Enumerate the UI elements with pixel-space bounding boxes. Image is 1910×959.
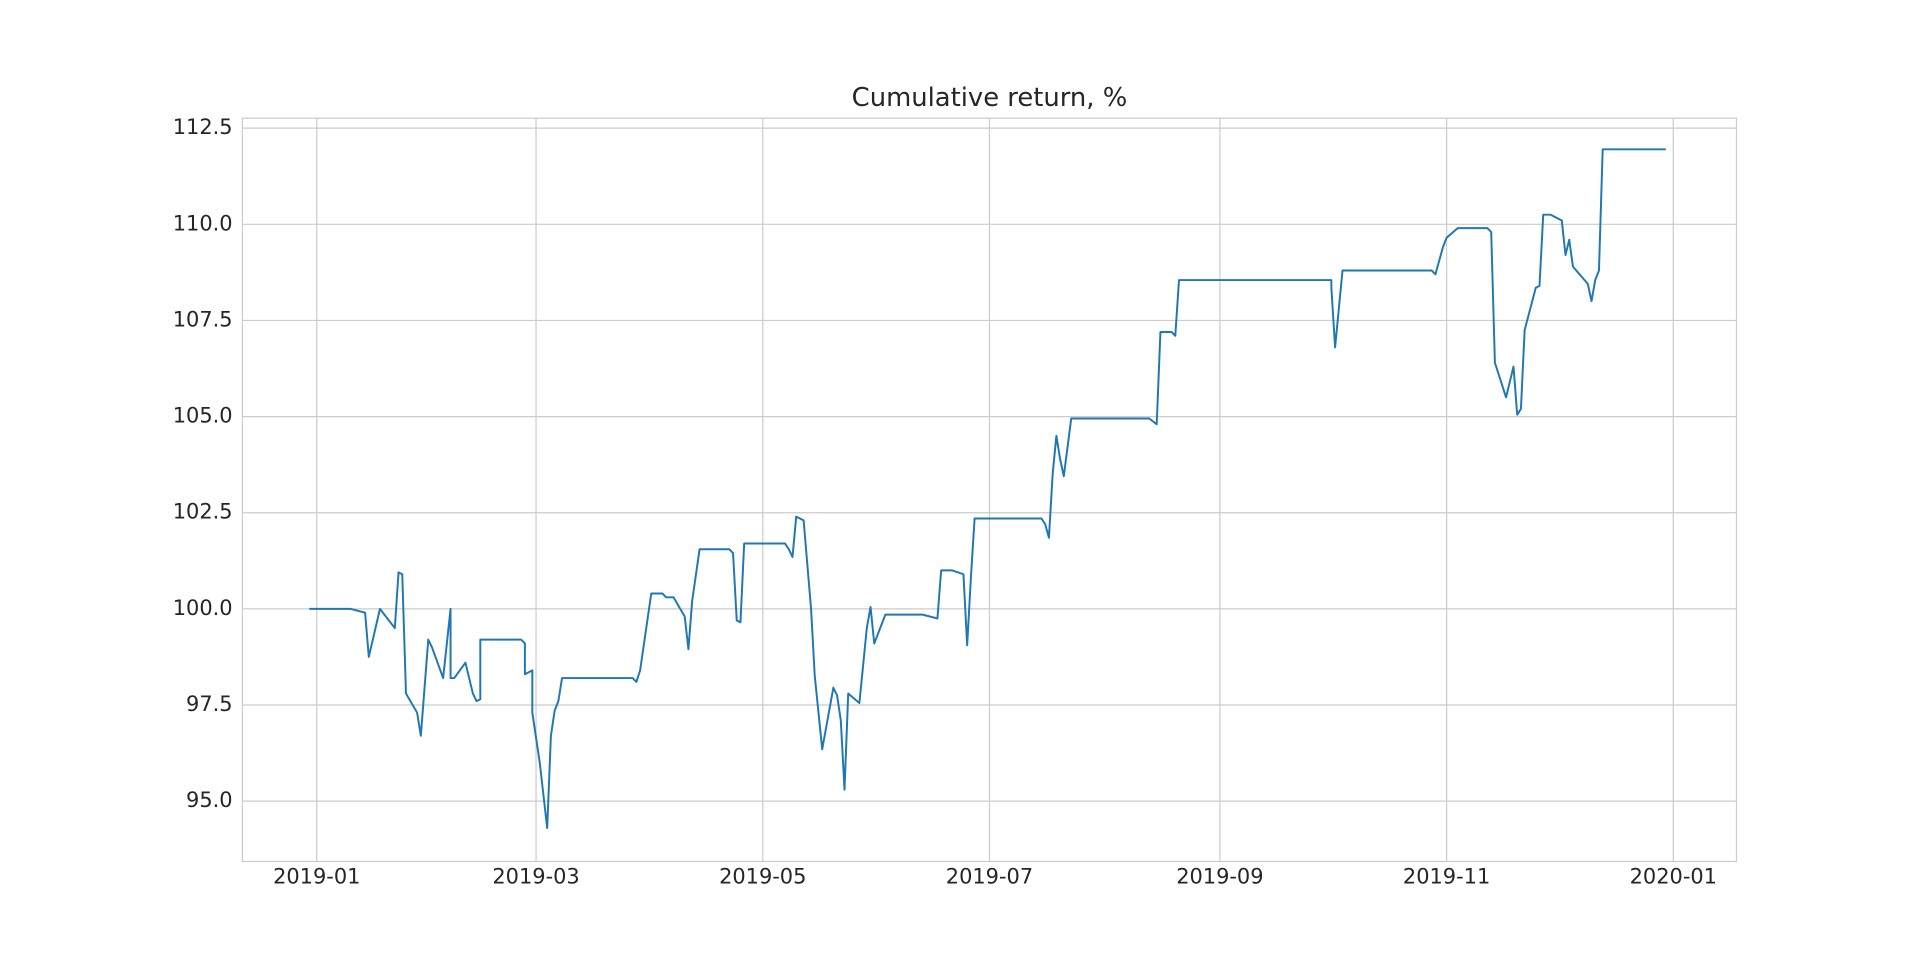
y-tick-label: 97.5: [186, 692, 233, 716]
y-tick-label: 95.0: [186, 788, 233, 812]
y-tick-label: 112.5: [173, 115, 233, 139]
x-tick-label: 2019-11: [1403, 864, 1490, 888]
y-tick-label: 105.0: [173, 404, 233, 428]
y-tick-label: 110.0: [173, 211, 233, 235]
x-tick-label: 2019-03: [492, 864, 579, 888]
x-tick-label: 2019-07: [946, 864, 1033, 888]
line: [309, 148, 1666, 830]
chart-title: Cumulative return, %: [852, 83, 1128, 113]
x-tick-label: 2019-05: [719, 864, 806, 888]
y-tick-label: 107.5: [173, 307, 233, 331]
y-tick-label: 102.5: [173, 500, 233, 524]
x-tick-label: 2019-01: [273, 864, 360, 888]
y-tick-label: 100.0: [173, 596, 233, 620]
x-tick-label: 2020-01: [1630, 864, 1717, 888]
x-tick-label: 2019-09: [1176, 864, 1263, 888]
